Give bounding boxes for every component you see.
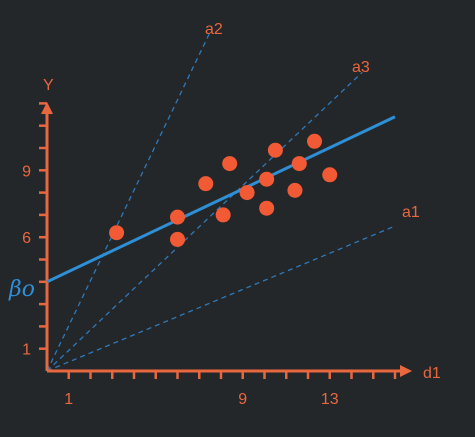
intercept-label: βo xyxy=(8,277,35,302)
dashed-line-label-a3: a3 xyxy=(352,59,370,76)
x-axis-arrow xyxy=(400,365,412,377)
y-axis-arrow xyxy=(41,102,53,114)
data-point xyxy=(291,156,307,172)
data-point xyxy=(170,209,185,225)
labels: d1 Y βo 1 9 13 1 6 9 a1 a2 a3 xyxy=(8,21,441,408)
axes xyxy=(39,102,412,379)
dashed-line-label-a1: a1 xyxy=(402,204,420,221)
x-tick-marks xyxy=(67,371,397,379)
data-point xyxy=(222,156,238,172)
data-point xyxy=(239,185,255,201)
data-point xyxy=(307,133,323,149)
dashed-lines xyxy=(46,31,396,372)
data-point xyxy=(215,207,231,223)
x-tick-label: 1 xyxy=(64,391,73,408)
y-tick-label: 6 xyxy=(22,230,31,247)
y-tick-label: 9 xyxy=(22,163,31,180)
y-axis-label: Y xyxy=(43,77,54,94)
x-tick-label: 9 xyxy=(238,391,247,408)
data-point xyxy=(259,171,275,187)
dashed-line-a1 xyxy=(46,225,396,372)
x-tick-label: 13 xyxy=(321,391,339,408)
dashed-line-a3 xyxy=(46,71,363,372)
dashed-line-a2 xyxy=(46,31,211,372)
data-point xyxy=(198,176,214,192)
fit-line-layer xyxy=(46,115,396,284)
data-point xyxy=(259,200,275,216)
x-axis-label: d1 xyxy=(423,365,441,382)
data-points xyxy=(109,133,338,247)
data-point xyxy=(109,225,125,241)
data-point xyxy=(170,231,185,247)
y-tick-marks xyxy=(39,102,47,350)
fit-line xyxy=(46,115,396,284)
data-point xyxy=(322,167,338,183)
data-point xyxy=(267,142,283,158)
y-tick-label: 1 xyxy=(22,342,31,359)
dashed-line-label-a2: a2 xyxy=(205,21,223,38)
data-point xyxy=(287,182,303,198)
